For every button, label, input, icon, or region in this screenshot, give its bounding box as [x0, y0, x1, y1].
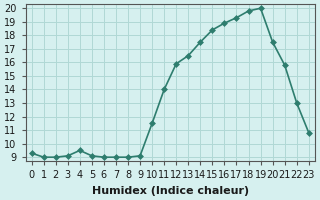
X-axis label: Humidex (Indice chaleur): Humidex (Indice chaleur): [92, 186, 249, 196]
